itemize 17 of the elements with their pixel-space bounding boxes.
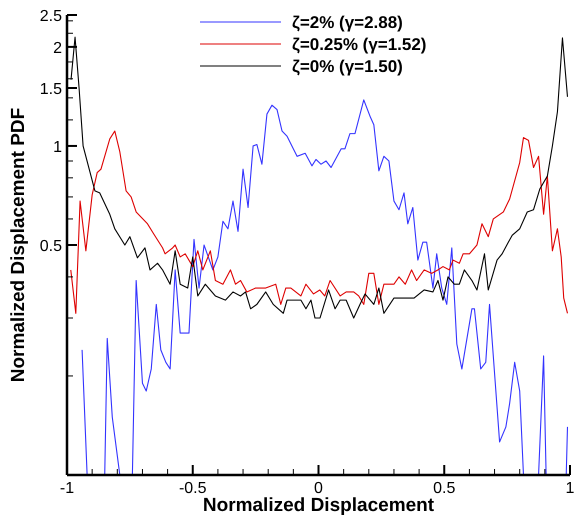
- y-tick-label: 1.5: [40, 81, 62, 98]
- x-tick-label: 1: [566, 480, 574, 497]
- x-tick-label: -1: [60, 480, 74, 497]
- line-series: [70, 130, 568, 314]
- legend-label: ζ=2% (γ=2.88): [292, 13, 403, 32]
- x-tick-label: 0: [314, 480, 324, 497]
- line-series: [82, 99, 568, 475]
- legend-label: ζ=0.25% (γ=1.52): [292, 35, 426, 54]
- x-tick-label: 0.5: [433, 480, 456, 497]
- legend-label: ζ=0% (γ=1.50): [292, 57, 403, 76]
- x-tick-label: -0.5: [178, 480, 207, 497]
- y-axis-title: Normalized Displacement PDF: [8, 108, 29, 382]
- y-tick-label: 2.5: [40, 8, 62, 25]
- x-axis-title: Normalized Displacement: [202, 495, 435, 516]
- y-tick-label: 1: [53, 138, 62, 156]
- y-tick-label: 0.5: [40, 238, 62, 255]
- y-tick-label: 2: [53, 40, 62, 57]
